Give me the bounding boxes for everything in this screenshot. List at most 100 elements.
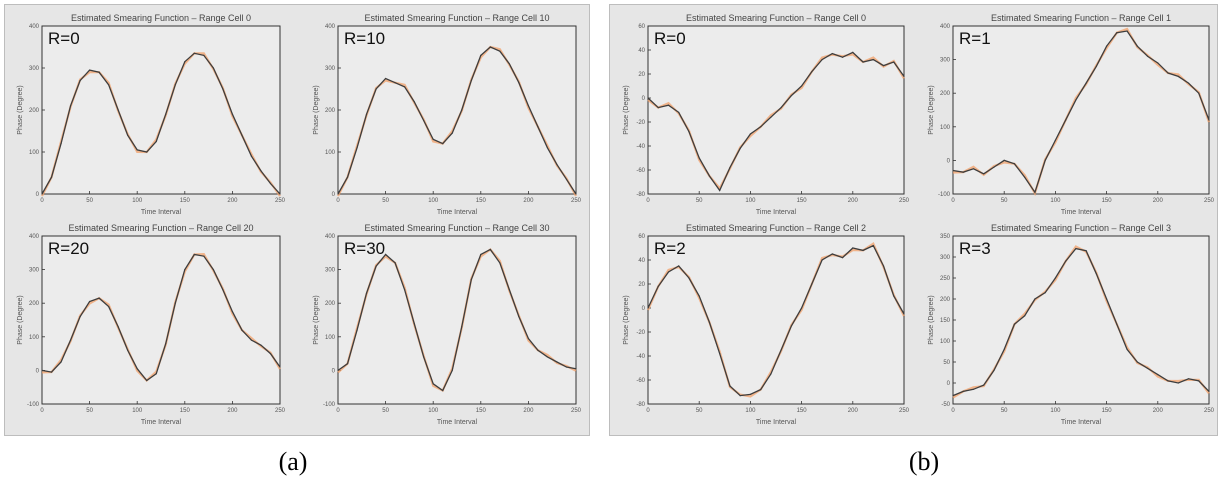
y-tick-label: 0	[332, 192, 336, 198]
x-tick-label: 50	[696, 198, 703, 204]
x-axis-label: Time Interval	[756, 209, 797, 216]
data-point	[667, 104, 670, 106]
chart-panel-b-3: Estimated Smearing Function – Range Cell…	[928, 223, 1215, 426]
data-point	[1157, 374, 1159, 376]
data-point	[821, 59, 823, 61]
data-point	[1085, 250, 1087, 252]
data-point	[60, 361, 62, 363]
chart-title: Estimated Smearing Function – Range Cell…	[364, 223, 549, 233]
data-point	[269, 353, 272, 355]
data-point	[250, 339, 253, 341]
data-point	[993, 369, 995, 371]
data-point	[50, 176, 53, 178]
x-axis-label: Time Interval	[141, 209, 182, 216]
data-point	[972, 388, 975, 390]
y-tick-label: 200	[325, 108, 336, 114]
data-point	[1034, 298, 1036, 300]
chart-panel-a-0: Estimated Smearing Function – Range Cell…	[17, 13, 286, 216]
data-point	[575, 193, 577, 195]
data-point	[279, 366, 281, 368]
x-tick-label: 50	[1001, 198, 1008, 204]
data-point	[821, 259, 823, 261]
data-point	[790, 325, 792, 327]
data-point	[279, 193, 281, 195]
x-tick-label: 200	[523, 408, 534, 414]
data-point	[1065, 260, 1067, 262]
x-tick-label: 50	[382, 408, 389, 414]
data-point	[739, 147, 741, 149]
data-point	[117, 326, 119, 328]
panel-a-caption: (a)	[278, 447, 308, 476]
series-line-estimate	[337, 248, 577, 392]
data-point	[719, 189, 721, 191]
x-tick-label: 250	[571, 408, 582, 414]
data-point	[565, 178, 568, 180]
data-point	[461, 109, 463, 111]
data-point	[508, 63, 510, 65]
data-point	[174, 84, 176, 86]
y-tick-label: 350	[940, 234, 951, 240]
x-tick-label: 150	[797, 408, 808, 414]
data-point	[546, 356, 549, 358]
data-point	[1013, 323, 1016, 325]
data-point	[41, 193, 43, 195]
data-point	[983, 384, 985, 386]
y-tick-label: -100	[938, 192, 951, 198]
data-point	[993, 166, 995, 168]
data-point	[1024, 176, 1026, 178]
range-cell-label: R=3	[959, 239, 991, 258]
data-point	[146, 151, 148, 153]
data-point	[1136, 45, 1138, 47]
data-point	[413, 101, 415, 103]
series-line-estimate	[41, 253, 281, 382]
y-axis-label: Phase (Degree)	[313, 85, 320, 134]
range-cell-label: R=0	[48, 29, 80, 48]
x-tick-label: 200	[523, 198, 534, 204]
data-point	[69, 105, 72, 107]
y-tick-label: 100	[29, 150, 40, 156]
data-point	[442, 389, 444, 392]
data-point	[1187, 378, 1190, 380]
y-tick-label: 60	[638, 234, 645, 240]
series-line-estimate	[952, 247, 1210, 397]
plot-area	[337, 235, 577, 405]
data-point	[811, 283, 813, 285]
data-point	[518, 316, 520, 318]
y-tick-label: 0	[642, 306, 646, 312]
x-axis-label: Time Interval	[437, 209, 478, 216]
x-tick-label: 150	[1102, 408, 1113, 414]
data-point	[852, 247, 854, 249]
chart-title: Estimated Smearing Function – Range Cell…	[68, 223, 253, 233]
data-point	[893, 61, 895, 63]
x-tick-label: 50	[86, 198, 93, 204]
data-point	[518, 82, 520, 84]
y-tick-label: 200	[325, 301, 336, 307]
data-point	[688, 277, 690, 279]
y-tick-label: -40	[636, 354, 645, 360]
x-tick-label: 150	[797, 198, 808, 204]
x-tick-label: 100	[1050, 408, 1061, 414]
chart-panel-a-3: Estimated Smearing Function – Range Cell…	[313, 223, 582, 426]
data-point	[165, 113, 167, 115]
data-point	[862, 249, 864, 251]
data-point	[780, 107, 782, 109]
data-point	[375, 88, 377, 90]
x-axis-label: Time Interval	[756, 419, 797, 426]
data-point	[698, 157, 700, 159]
x-tick-label: 0	[646, 408, 650, 414]
data-point	[770, 116, 772, 118]
data-point	[165, 342, 167, 345]
data-point	[537, 126, 539, 128]
data-point	[962, 171, 964, 173]
x-tick-label: 0	[40, 408, 44, 414]
data-point	[356, 329, 358, 331]
chart-panel-a-2: Estimated Smearing Function – Range Cell…	[17, 223, 286, 426]
y-tick-label: 200	[29, 108, 40, 114]
data-point	[1044, 292, 1046, 294]
data-point	[394, 262, 396, 264]
data-point	[647, 307, 649, 309]
x-tick-label: 50	[382, 198, 389, 204]
data-point	[432, 383, 434, 385]
data-point	[1044, 159, 1046, 161]
data-point	[729, 167, 731, 169]
